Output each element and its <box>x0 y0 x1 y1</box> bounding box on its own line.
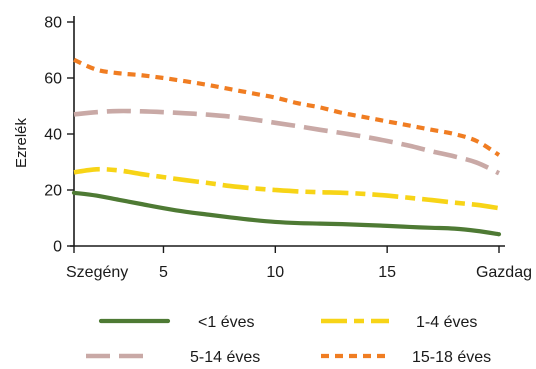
y-axis-title: Ezrelék <box>13 117 30 168</box>
x-tick-label: Szegény <box>66 264 128 281</box>
series-line-1-4 éves <box>73 166 500 211</box>
x-tick-label: 15 <box>378 264 396 281</box>
y-tick-label: 20 <box>44 183 62 200</box>
series-layer <box>71 57 502 237</box>
x-axis: Szegény 5 10 15 Gazdag <box>66 245 532 281</box>
legend-label: 5-14 éves <box>190 349 260 366</box>
series-line-5-14 éves <box>73 108 501 176</box>
series-line-15-18 éves <box>73 57 501 157</box>
x-tick-label: 10 <box>266 264 284 281</box>
legend: <1 éves 1-4 éves 5-14 éves 15-18 éves <box>86 314 491 366</box>
x-tick-label: 5 <box>159 264 168 281</box>
legend-label: <1 éves <box>198 314 254 331</box>
series-line-<1 éves <box>71 190 502 237</box>
y-tick-label: 80 <box>44 15 62 32</box>
legend-label: 15-18 éves <box>412 349 491 366</box>
legend-label: 1-4 éves <box>416 314 477 331</box>
y-tick-label: 40 <box>44 127 62 144</box>
x-tick-label: Gazdag <box>476 264 532 281</box>
y-axis: 0 20 40 60 80 <box>44 15 75 256</box>
y-tick-label: 60 <box>44 71 62 88</box>
y-tick-label: 0 <box>53 239 62 256</box>
